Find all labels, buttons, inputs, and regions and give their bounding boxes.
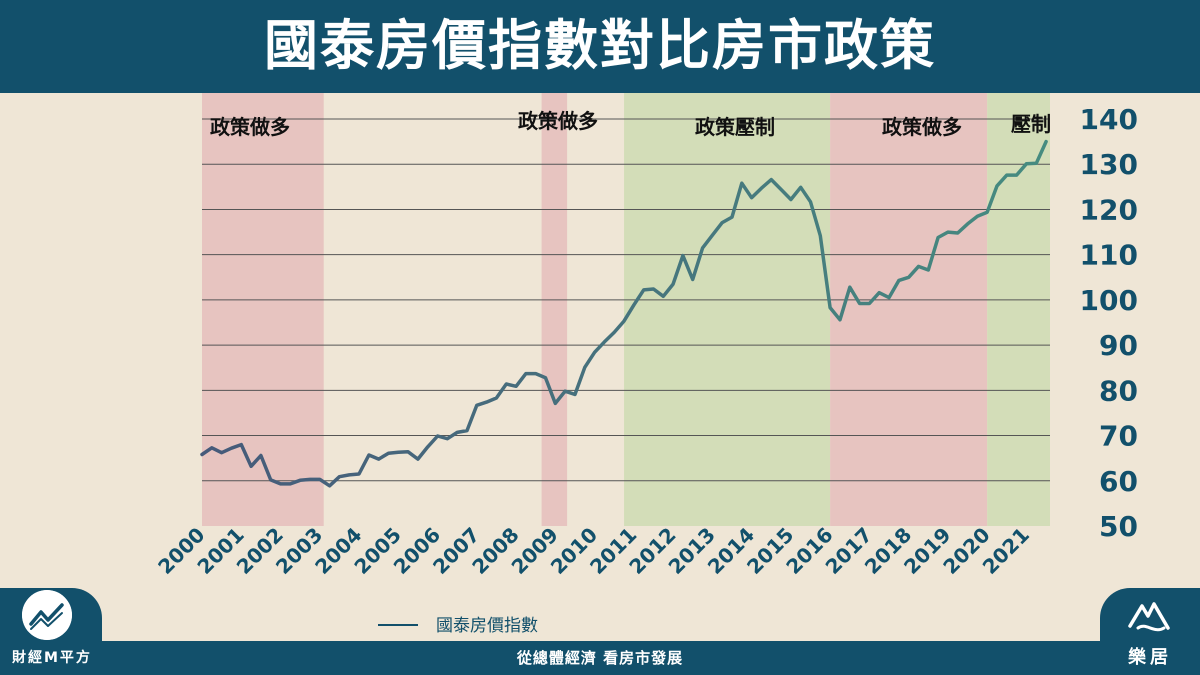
y-axis-ticks: 50 60 70 80 90 100 110 120 130 140 bbox=[1080, 103, 1138, 543]
y-tick-label: 140 bbox=[1080, 103, 1138, 136]
y-tick-label: 130 bbox=[1080, 148, 1138, 181]
x-axis-ticks: 2000200120022003200420052006200720082009… bbox=[153, 523, 1034, 579]
y-tick-label: 120 bbox=[1080, 193, 1138, 226]
legend: 國泰房價指數 bbox=[378, 616, 538, 636]
policy-region-label: 政策做多 bbox=[518, 109, 598, 133]
series-line bbox=[200, 139, 1048, 488]
brand-right-name: 樂居 bbox=[1128, 647, 1172, 668]
policy-region-label: 政策做多 bbox=[882, 115, 962, 139]
policy-region bbox=[624, 93, 831, 526]
y-tick-label: 80 bbox=[1099, 374, 1138, 407]
footer-bar: 從總體經濟 看房市發展 bbox=[0, 641, 1200, 675]
policy-region bbox=[830, 93, 988, 526]
y-tick-label: 70 bbox=[1099, 420, 1138, 453]
policy-region-label: 政策壓制 bbox=[695, 115, 775, 139]
y-tick-label: 90 bbox=[1099, 329, 1138, 362]
y-tick-label: 50 bbox=[1099, 510, 1138, 543]
legend-label: 國泰房價指數 bbox=[436, 616, 538, 636]
policy-regions bbox=[202, 93, 1050, 526]
series-layer bbox=[200, 139, 1048, 488]
policy-region-label: 政策做多 bbox=[210, 115, 290, 139]
policy-region bbox=[987, 93, 1050, 526]
y-tick-label: 60 bbox=[1099, 465, 1138, 498]
title-bar: 國泰房價指數對比房市政策 bbox=[0, 0, 1200, 93]
brand-right-tab bbox=[1100, 588, 1200, 648]
chart-logo-icon bbox=[22, 590, 72, 640]
policy-region-label: 壓制 bbox=[1011, 112, 1051, 136]
leju-logo-icon bbox=[1128, 602, 1170, 632]
y-tick-label: 110 bbox=[1080, 239, 1138, 272]
gridlines bbox=[202, 118, 1050, 482]
footer-slogan: 從總體經濟 看房市發展 bbox=[516, 649, 684, 667]
brand-left-name: 財經M平方 bbox=[12, 650, 92, 666]
y-tick-label: 100 bbox=[1080, 284, 1138, 317]
page-title: 國泰房價指數對比房市政策 bbox=[264, 14, 936, 77]
policy-region bbox=[541, 93, 568, 526]
policy-region-labels: 政策做多 政策做多 政策壓制 政策做多 壓制 bbox=[210, 109, 1051, 139]
